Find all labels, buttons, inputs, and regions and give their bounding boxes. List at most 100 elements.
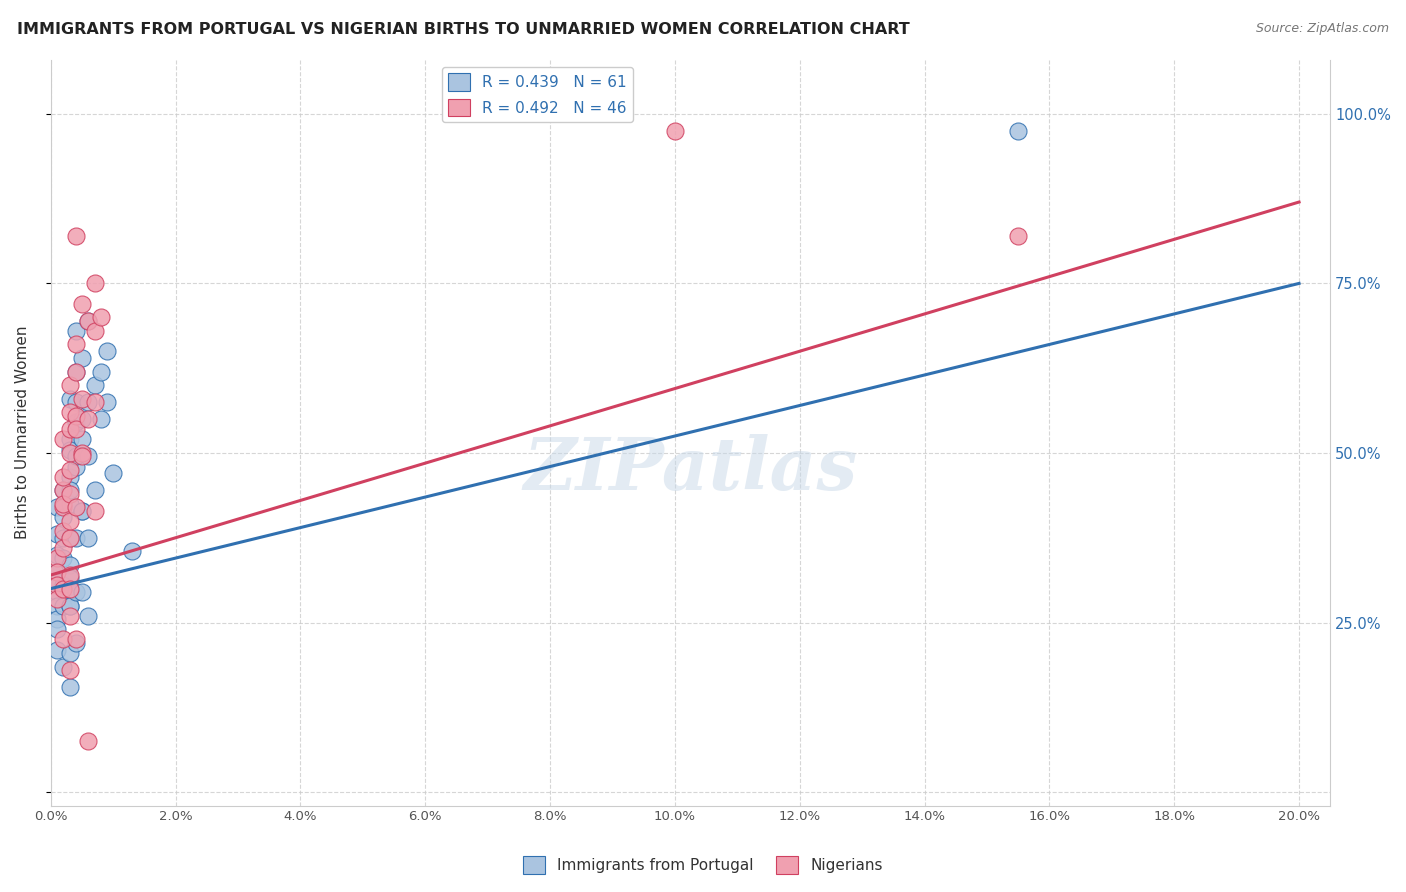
Point <box>70 433 93 447</box>
Point <box>58 646 80 660</box>
Legend: Immigrants from Portugal, Nigerians: Immigrants from Portugal, Nigerians <box>517 850 889 880</box>
Point <box>77 314 100 328</box>
Point <box>46 548 69 562</box>
Point <box>65 409 87 423</box>
Text: IMMIGRANTS FROM PORTUGAL VS NIGERIAN BIRTHS TO UNMARRIED WOMEN CORRELATION CHART: IMMIGRANTS FROM PORTUGAL VS NIGERIAN BIR… <box>17 22 910 37</box>
Point <box>65 365 87 379</box>
Point <box>58 446 80 460</box>
Point <box>58 531 80 545</box>
Point <box>52 578 75 592</box>
Point <box>58 608 80 623</box>
Point <box>46 551 69 566</box>
Point <box>77 395 100 409</box>
Point <box>90 412 112 426</box>
Point <box>90 310 112 325</box>
Point <box>65 416 87 430</box>
Point <box>52 469 75 483</box>
Point <box>46 500 69 515</box>
Point <box>46 574 69 589</box>
Point <box>83 277 105 291</box>
Point <box>58 486 80 500</box>
Point <box>46 622 69 636</box>
Point <box>65 228 87 243</box>
Point <box>65 636 87 650</box>
Point <box>58 392 80 406</box>
Point <box>46 585 69 599</box>
Point <box>58 680 80 694</box>
Point <box>58 422 80 436</box>
Point <box>52 599 75 613</box>
Point <box>77 314 100 328</box>
Point <box>70 351 93 365</box>
Point <box>52 531 75 545</box>
Point <box>58 433 80 447</box>
Point <box>46 578 69 592</box>
Point <box>58 568 80 582</box>
Point <box>58 442 80 457</box>
Point <box>70 450 93 464</box>
Point <box>70 412 93 426</box>
Point <box>70 503 93 517</box>
Text: Source: ZipAtlas.com: Source: ZipAtlas.com <box>1256 22 1389 36</box>
Point <box>52 433 75 447</box>
Point <box>65 324 87 338</box>
Point <box>77 608 100 623</box>
Point <box>58 663 80 677</box>
Point <box>52 483 75 498</box>
Point <box>58 582 80 596</box>
Point <box>90 365 112 379</box>
Point <box>58 469 80 483</box>
Point <box>46 591 69 606</box>
Point <box>65 531 87 545</box>
Point <box>58 514 80 528</box>
Point <box>77 734 100 748</box>
Point <box>58 571 80 585</box>
Point <box>46 565 69 579</box>
Point <box>103 467 125 481</box>
Point <box>77 450 100 464</box>
Point <box>58 599 80 613</box>
Point <box>65 395 87 409</box>
Point <box>65 337 87 351</box>
Point <box>58 483 80 498</box>
Point <box>70 392 93 406</box>
Y-axis label: Births to Unmarried Women: Births to Unmarried Women <box>15 326 30 540</box>
Point <box>52 497 75 511</box>
Point <box>70 446 93 460</box>
Point <box>58 378 80 392</box>
Point <box>46 612 69 626</box>
Point <box>46 642 69 657</box>
Point <box>58 585 80 599</box>
Point <box>83 378 105 392</box>
Point <box>121 544 143 558</box>
Point <box>46 527 69 541</box>
Point <box>1007 228 1029 243</box>
Point <box>58 405 80 419</box>
Point <box>96 344 118 359</box>
Point <box>52 510 75 524</box>
Point <box>65 585 87 599</box>
Point <box>58 558 80 572</box>
Point <box>52 483 75 498</box>
Point <box>58 463 80 477</box>
Point <box>58 531 80 545</box>
Point <box>46 565 69 579</box>
Point <box>96 395 118 409</box>
Point <box>77 531 100 545</box>
Point <box>70 503 93 517</box>
Legend: R = 0.439   N = 61, R = 0.492   N = 46: R = 0.439 N = 61, R = 0.492 N = 46 <box>443 67 633 122</box>
Point <box>65 365 87 379</box>
Point <box>52 582 75 596</box>
Point <box>83 483 105 498</box>
Point <box>65 422 87 436</box>
Point <box>83 395 105 409</box>
Point <box>52 524 75 538</box>
Point <box>58 599 80 613</box>
Point <box>52 632 75 647</box>
Point <box>52 551 75 566</box>
Point <box>58 531 80 545</box>
Point <box>52 500 75 515</box>
Point <box>83 503 105 517</box>
Text: ZIPatlas: ZIPatlas <box>523 434 858 506</box>
Point <box>52 659 75 673</box>
